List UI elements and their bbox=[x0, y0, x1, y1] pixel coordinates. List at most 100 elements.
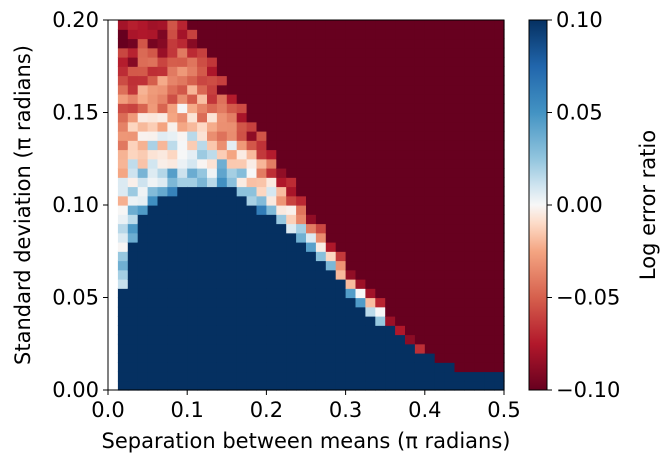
heatmap-cell bbox=[335, 223, 347, 234]
heatmap-cell bbox=[286, 343, 297, 354]
heatmap-cell bbox=[345, 205, 357, 215]
heatmap-cell bbox=[127, 260, 139, 271]
heatmap-cell bbox=[385, 251, 396, 262]
heatmap-cell bbox=[127, 177, 139, 188]
heatmap-cell bbox=[296, 353, 307, 363]
heatmap-cell bbox=[167, 279, 178, 289]
heatmap-cell bbox=[306, 260, 317, 271]
heatmap-cell bbox=[484, 306, 495, 317]
heatmap-cell bbox=[177, 205, 188, 215]
heatmap-cell bbox=[405, 20, 416, 30]
heatmap-cell bbox=[157, 29, 168, 40]
heatmap-cell bbox=[197, 177, 208, 188]
heatmap-cell bbox=[444, 205, 456, 215]
heatmap-cell bbox=[315, 297, 327, 308]
heatmap-cell bbox=[424, 288, 436, 299]
heatmap-cell bbox=[306, 316, 317, 326]
heatmap-cell bbox=[434, 306, 446, 317]
heatmap-cell bbox=[226, 66, 238, 77]
heatmap-cell bbox=[256, 57, 267, 67]
heatmap-cell bbox=[226, 57, 238, 67]
heatmap-cell bbox=[444, 325, 456, 336]
heatmap-cell bbox=[216, 66, 228, 77]
heatmap-cell bbox=[434, 57, 446, 67]
heatmap-cell bbox=[315, 20, 327, 30]
heatmap-cell bbox=[424, 325, 436, 336]
heatmap-cell bbox=[355, 47, 366, 58]
y-axis-ticks: 0.000.050.100.150.20 bbox=[52, 8, 108, 402]
heatmap-cell bbox=[494, 205, 505, 215]
heatmap-cell bbox=[454, 121, 465, 132]
heatmap-cell bbox=[355, 121, 366, 132]
heatmap-cell bbox=[177, 38, 188, 49]
heatmap-cell bbox=[127, 214, 139, 225]
heatmap-cell bbox=[395, 288, 406, 299]
heatmap-cell bbox=[256, 288, 267, 299]
heatmap-cell bbox=[117, 75, 129, 86]
heatmap-cell bbox=[434, 131, 446, 141]
heatmap-cell bbox=[474, 195, 485, 206]
heatmap-cell bbox=[345, 103, 357, 114]
heatmap-cell bbox=[464, 362, 475, 373]
heatmap-cell bbox=[414, 232, 426, 243]
heatmap-cell bbox=[157, 269, 168, 280]
heatmap-cell bbox=[365, 269, 376, 280]
heatmap-cell bbox=[355, 242, 366, 252]
heatmap-cell bbox=[325, 131, 337, 141]
heatmap-cell bbox=[266, 38, 277, 49]
heatmap-cell bbox=[137, 177, 149, 188]
heatmap-cell bbox=[385, 140, 396, 151]
heatmap-cell bbox=[157, 223, 168, 234]
heatmap-cell bbox=[276, 112, 287, 123]
heatmap-cell bbox=[454, 371, 465, 382]
heatmap-cell bbox=[335, 57, 347, 67]
heatmap-cell bbox=[395, 66, 406, 77]
heatmap-cell bbox=[177, 353, 188, 363]
heatmap-cell bbox=[127, 371, 139, 382]
heatmap-cell bbox=[296, 205, 307, 215]
heatmap-cell bbox=[434, 353, 446, 363]
heatmap-cell bbox=[127, 168, 139, 178]
heatmap-cell bbox=[187, 103, 198, 114]
heatmap-cell bbox=[345, 94, 357, 104]
heatmap-cell bbox=[207, 75, 218, 86]
heatmap-cell bbox=[197, 103, 208, 114]
heatmap-cell bbox=[157, 158, 168, 169]
heatmap-cell bbox=[464, 131, 475, 141]
heatmap-cell bbox=[246, 121, 258, 132]
heatmap-cell bbox=[355, 149, 366, 160]
heatmap-cell bbox=[454, 269, 465, 280]
heatmap-cell bbox=[246, 223, 258, 234]
y-tick-label: 0.10 bbox=[52, 193, 99, 217]
heatmap-cell bbox=[256, 140, 267, 151]
heatmap-cell bbox=[355, 205, 366, 215]
heatmap-cell bbox=[117, 297, 129, 308]
heatmap-cell bbox=[474, 38, 485, 49]
heatmap-cell bbox=[335, 260, 347, 271]
heatmap-cell bbox=[197, 94, 208, 104]
heatmap-cell bbox=[236, 168, 248, 178]
heatmap-cell bbox=[236, 380, 248, 391]
heatmap-cell bbox=[385, 353, 396, 363]
heatmap-cell bbox=[137, 103, 149, 114]
heatmap-cell bbox=[424, 121, 436, 132]
heatmap-cell bbox=[474, 242, 485, 252]
colorbar-tick-label: 0.10 bbox=[556, 8, 603, 32]
heatmap-cell bbox=[276, 75, 287, 86]
heatmap-cell bbox=[414, 297, 426, 308]
heatmap-cell bbox=[325, 288, 337, 299]
heatmap-cell bbox=[246, 131, 258, 141]
heatmap-cell bbox=[474, 223, 485, 234]
heatmap-cell bbox=[414, 177, 426, 188]
heatmap-cell bbox=[395, 325, 406, 336]
heatmap-cell bbox=[345, 232, 357, 243]
heatmap-cell bbox=[246, 343, 258, 354]
heatmap-cell bbox=[256, 66, 267, 77]
heatmap-cell bbox=[494, 232, 505, 243]
heatmap-cell bbox=[444, 94, 456, 104]
heatmap-cell bbox=[375, 29, 386, 40]
heatmap-cell bbox=[474, 47, 485, 58]
heatmap-cell bbox=[167, 214, 178, 225]
heatmap-cell bbox=[325, 20, 337, 30]
y-tick-label: 0.20 bbox=[52, 8, 99, 32]
